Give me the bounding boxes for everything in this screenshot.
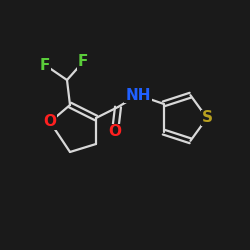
Text: F: F	[40, 58, 50, 72]
Text: S: S	[202, 110, 212, 126]
Text: O: O	[108, 124, 122, 140]
Text: NH: NH	[125, 88, 151, 102]
Text: F: F	[78, 54, 88, 70]
Text: O: O	[44, 114, 57, 130]
